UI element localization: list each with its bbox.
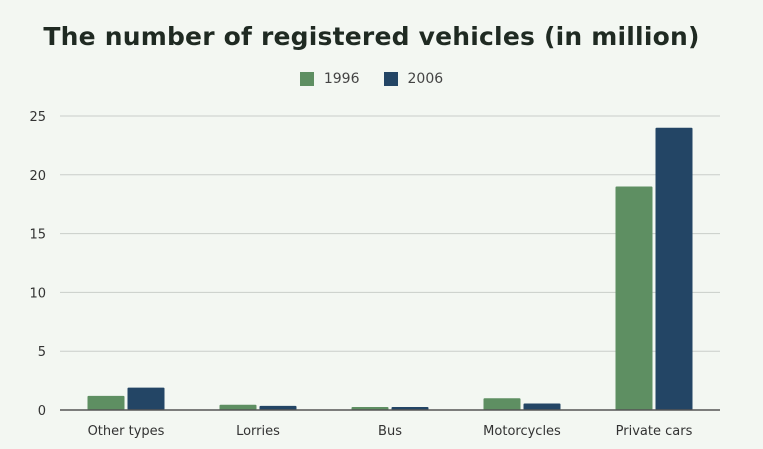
legend-item-2006[interactable]: 2006 [383,71,444,87]
bar-other-types-2006 [127,387,165,410]
legend-label-2006: 2006 [407,71,444,87]
bar-motorcycles-1996 [483,398,521,410]
y-tick-label-5: 5 [38,345,46,360]
bar-lorries-2006 [259,405,297,410]
y-tick-label-10: 10 [29,286,46,301]
x-tick-label-lorries: Lorries [236,424,280,439]
y-tick-label-20: 20 [29,169,46,184]
y-tick-label-0: 0 [38,404,46,419]
legend-swatch-1996 [299,72,314,86]
x-tick-label-other-types: Other types [88,424,165,439]
legend-swatch-2006 [383,72,398,86]
legend-label-1996: 1996 [323,71,360,87]
bar-other-types-1996 [87,395,125,410]
bar-private-cars-1996 [615,186,653,410]
y-tick-label-15: 15 [29,228,46,243]
bar-motorcycles-2006 [523,403,561,410]
legend: 1996 2006 [0,71,743,87]
x-tick-label-bus: Bus [378,424,402,439]
x-tick-label-private-cars: Private cars [616,424,693,439]
bar-lorries-1996 [219,404,257,410]
bar-private-cars-2006 [655,127,693,410]
x-tick-label-motorcycles: Motorcycles [483,424,561,439]
y-tick-label-25: 25 [29,110,46,125]
chart-title: The number of registered vehicles (in mi… [43,22,700,51]
legend-item-1996[interactable]: 1996 [299,71,360,87]
